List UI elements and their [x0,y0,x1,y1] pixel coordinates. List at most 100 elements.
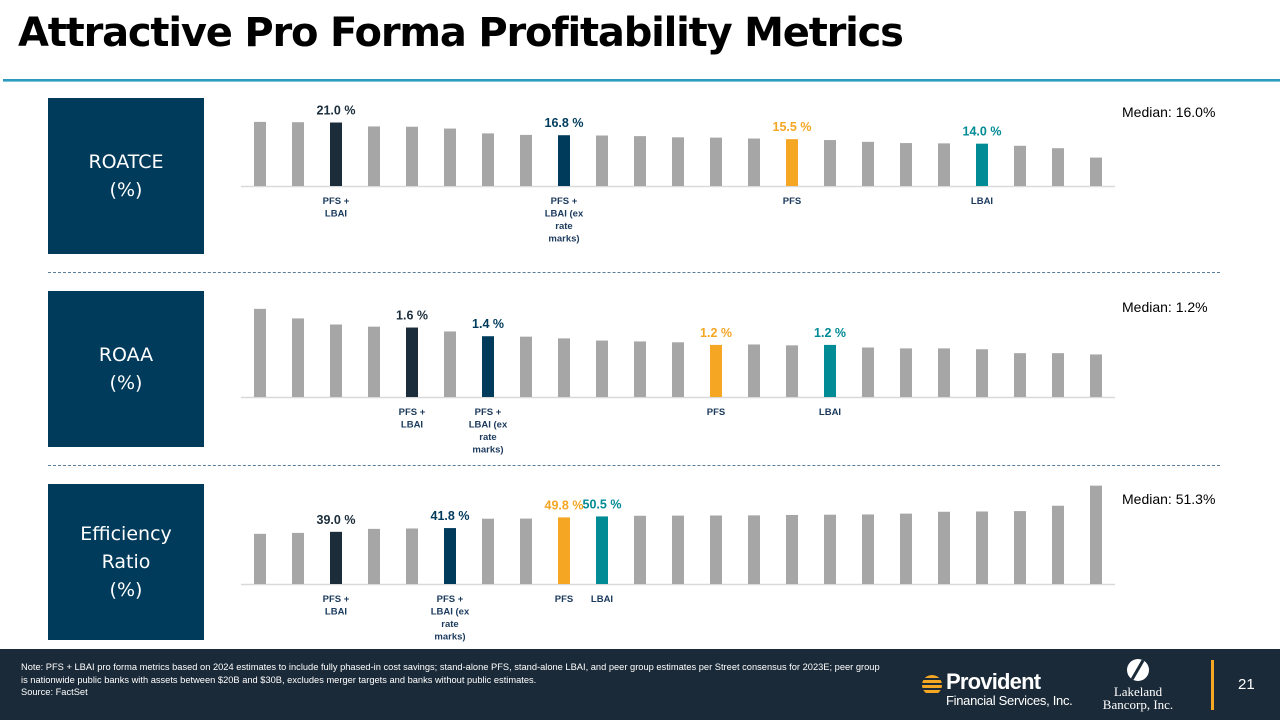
provident-mark-icon [922,675,942,695]
data-label: 1.6 % [396,309,428,323]
x-tick-label-line: LBAI (ex [431,607,470,618]
x-tick-label-line: PFS + [323,594,350,605]
note-line-1: Note: PFS + LBAI pro forma metrics based… [21,662,880,672]
data-label: 1.2 % [814,326,846,340]
lakeland-logo: Lakeland Bancorp, Inc. [1088,659,1188,711]
metric-box-roatce: ROATCE (%) [48,98,204,254]
bar-peer [482,133,494,186]
x-tick-label-line: rate [555,221,572,232]
bar-peer [596,135,608,186]
x-tick-label-line: marks) [472,445,503,456]
x-tick-label-line: LBAI (ex [469,420,508,431]
x-tick-label: LBAI [591,594,613,605]
data-label: 15.5 % [773,120,812,134]
bar-peer [596,340,608,397]
x-tick-label-line: LBAI [325,209,347,220]
median-label-efficiency: Median: 51.3% [1122,491,1216,507]
bar-pfs-lbai [330,122,342,186]
bar-lbai [824,344,836,397]
bar-peer [558,338,570,397]
x-tick-label-line: marks) [434,632,465,643]
metric-box-efficiency: Efficiency Ratio (%) [48,484,204,640]
bar-peer [976,511,988,584]
bar-peer [634,136,646,186]
bar-peer [634,341,646,397]
bar-peer [824,514,836,584]
bar-peer [824,140,836,186]
bar-peer [1014,353,1026,397]
bar-pfs [558,517,570,584]
data-label: 1.4 % [472,317,504,331]
x-tick-label-line: LBAI [971,196,993,207]
provident-logo-name: Provident [946,669,1041,694]
bar-peer [862,347,874,397]
bar-peer [1090,485,1102,584]
bar-lbai [976,143,988,186]
x-tick-label: PFS + LBAI [323,196,350,220]
bar-peer [938,143,950,186]
bar-peer [406,528,418,584]
bar-peer [1052,505,1064,584]
footer: Note: PFS + LBAI pro forma metrics based… [0,649,1280,720]
x-tick-label: PFS [783,196,801,207]
x-tick-label-line: PFS [707,407,725,418]
data-label: 21.0 % [317,104,356,118]
bar-pfs-lbai-ex [558,135,570,186]
bar-peer [786,345,798,397]
x-tick-label-line: PFS [783,196,801,207]
bar-peer [444,128,456,186]
x-tick-label: PFS + LBAI [323,594,350,618]
x-tick-label-line: PFS + [399,407,426,418]
data-label: 49.8 % [545,498,584,512]
bar-peer [368,326,380,397]
bar-peer [710,137,722,186]
lakeland-logo-line2: Bancorp, Inc. [1102,697,1174,712]
title-rule [3,79,1280,82]
bar-peer [672,137,684,186]
x-tick-label-line: PFS + [437,594,464,605]
bar-peer [1090,354,1102,397]
lakeland-sail-icon [1127,659,1149,681]
bar-peer [444,331,456,397]
x-tick-label-line: PFS [555,594,573,605]
bar-peer [1052,353,1064,397]
bar-peer [292,122,304,186]
x-tick-label-line: marks) [548,234,579,245]
median-label-roatce: Median: 16.0% [1122,104,1216,120]
bar-peer [900,143,912,186]
lakeland-logo-line1: Lakeland [1113,684,1163,699]
bar-peer [1090,157,1102,186]
footer-divider [1211,660,1214,710]
bar-pfs-lbai [330,531,342,584]
data-label: 41.8 % [431,509,470,523]
x-tick-label-line: LBAI [591,594,613,605]
x-tick-label-line: PFS + [551,196,578,207]
data-label: 14.0 % [963,125,1002,139]
bar-peer [292,532,304,584]
x-tick-label-line: LBAI [819,407,841,418]
section-divider [48,272,1220,273]
bar-peer [406,126,418,186]
metric-box-roaa: ROAA (%) [48,291,204,447]
bar-pfs [710,344,722,397]
section-divider [48,465,1220,466]
bar-peer [368,126,380,186]
bar-peer [330,324,342,397]
x-tick-label: LBAI [819,407,841,418]
data-label: 39.0 % [317,513,356,527]
bar-peer [938,348,950,397]
bar-pfs [786,139,798,186]
data-label: 50.5 % [583,497,622,511]
median-label-roaa: Median: 1.2% [1122,299,1208,315]
bar-peer [748,344,760,397]
data-label: 1.2 % [700,326,732,340]
page-title: Attractive Pro Forma Profitability Metri… [18,10,904,56]
x-tick-label: PFS [555,594,573,605]
x-tick-label-line: PFS + [475,407,502,418]
bar-peer [862,514,874,584]
bar-peer [900,348,912,397]
bar-peer [254,308,266,397]
note-line-2: is nationwide public banks with assets b… [21,674,537,685]
source-line: Source: FactSet [21,687,88,697]
